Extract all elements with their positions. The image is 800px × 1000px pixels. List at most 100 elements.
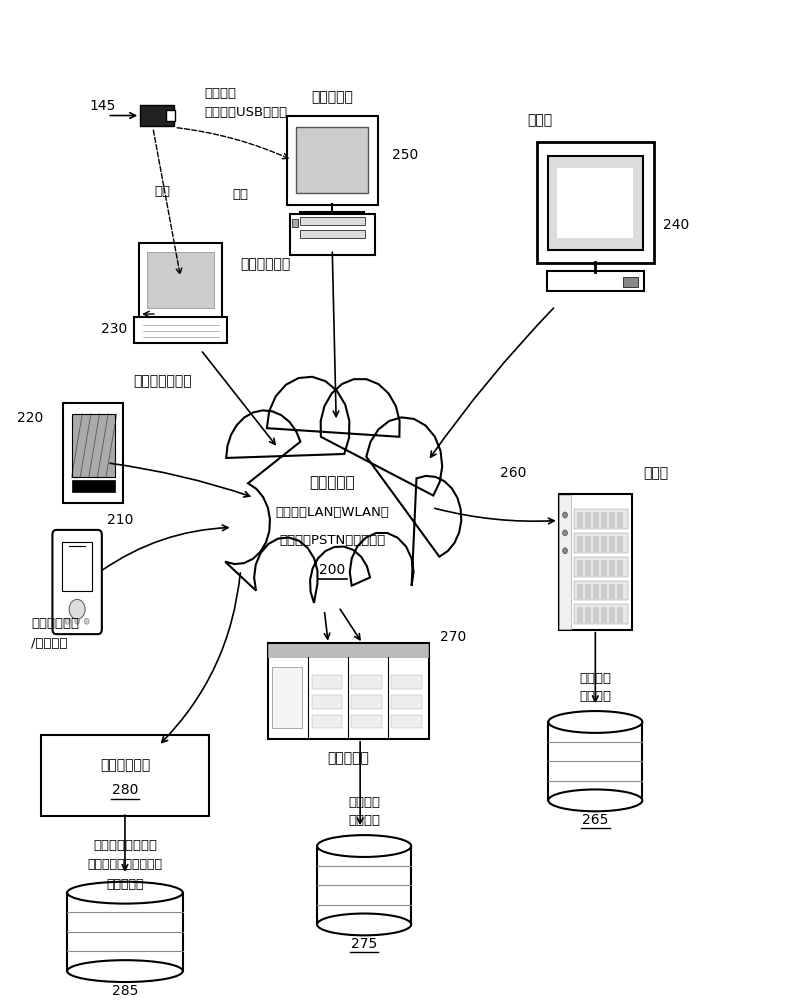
Text: 145: 145: [89, 99, 115, 113]
Text: 275: 275: [351, 937, 378, 951]
Text: /移动电话: /移动电话: [31, 637, 67, 650]
FancyBboxPatch shape: [574, 581, 628, 600]
FancyBboxPatch shape: [537, 142, 654, 263]
Bar: [609, 560, 615, 576]
FancyBboxPatch shape: [134, 317, 227, 343]
Bar: [577, 536, 583, 552]
Ellipse shape: [548, 711, 642, 733]
FancyBboxPatch shape: [42, 735, 209, 816]
Bar: [593, 560, 599, 576]
FancyBboxPatch shape: [351, 695, 382, 709]
FancyBboxPatch shape: [290, 214, 375, 255]
Text: 主机计算机: 主机计算机: [327, 752, 369, 766]
Text: （例如，LAN、WLAN、: （例如，LAN、WLAN、: [275, 506, 389, 519]
Text: （例如，硬盘驱动器、: （例如，硬盘驱动器、: [87, 858, 162, 871]
FancyBboxPatch shape: [67, 893, 182, 971]
Bar: [585, 560, 591, 576]
Text: 265: 265: [582, 813, 609, 827]
Bar: [577, 560, 583, 576]
FancyBboxPatch shape: [53, 530, 102, 634]
Bar: [609, 584, 615, 599]
Text: 插入: 插入: [233, 188, 249, 201]
FancyBboxPatch shape: [351, 675, 382, 689]
Bar: [577, 607, 583, 623]
FancyBboxPatch shape: [147, 252, 214, 308]
Circle shape: [74, 618, 79, 624]
Circle shape: [562, 512, 567, 518]
FancyBboxPatch shape: [558, 168, 633, 238]
Text: 200: 200: [319, 563, 346, 577]
Text: 240: 240: [663, 218, 690, 232]
FancyBboxPatch shape: [311, 715, 342, 728]
FancyBboxPatch shape: [574, 557, 628, 577]
Text: 220: 220: [18, 411, 43, 425]
FancyBboxPatch shape: [71, 414, 114, 477]
Text: 存储装置: 存储装置: [205, 87, 237, 100]
Text: 个人计算机: 个人计算机: [311, 91, 353, 105]
Text: 270: 270: [440, 630, 466, 644]
Text: 工作站: 工作站: [527, 113, 552, 127]
Bar: [617, 536, 623, 552]
Bar: [601, 512, 607, 528]
FancyBboxPatch shape: [140, 105, 174, 126]
Circle shape: [562, 530, 567, 536]
FancyBboxPatch shape: [391, 695, 422, 709]
Bar: [593, 584, 599, 599]
FancyBboxPatch shape: [296, 127, 368, 193]
Bar: [601, 536, 607, 552]
Circle shape: [84, 618, 89, 624]
FancyBboxPatch shape: [391, 715, 422, 728]
FancyBboxPatch shape: [62, 403, 123, 503]
Bar: [601, 607, 607, 623]
FancyBboxPatch shape: [311, 675, 342, 689]
FancyBboxPatch shape: [623, 277, 638, 287]
Bar: [609, 512, 615, 528]
Bar: [609, 607, 615, 623]
Text: 数据存储: 数据存储: [348, 814, 380, 827]
Bar: [617, 584, 623, 599]
Bar: [585, 512, 591, 528]
Bar: [585, 536, 591, 552]
Text: （例如，USB装置）: （例如，USB装置）: [205, 106, 288, 119]
Bar: [609, 536, 615, 552]
Text: 因特网、PSTN、无线等）: 因特网、PSTN、无线等）: [279, 534, 386, 547]
FancyBboxPatch shape: [574, 509, 628, 529]
Circle shape: [69, 599, 85, 619]
Text: 非易失性: 非易失性: [348, 796, 380, 809]
Bar: [585, 584, 591, 599]
FancyBboxPatch shape: [317, 846, 411, 924]
Text: 插入: 插入: [154, 185, 170, 198]
Bar: [585, 607, 591, 623]
FancyBboxPatch shape: [292, 219, 298, 227]
Text: 285: 285: [112, 984, 138, 998]
Bar: [617, 560, 623, 576]
Circle shape: [562, 548, 567, 554]
Text: 手写输入计算机: 手写输入计算机: [133, 375, 191, 389]
Text: 服务器: 服务器: [643, 466, 668, 480]
Text: 非易失性数据存储: 非易失性数据存储: [93, 839, 157, 852]
Text: 信息处理系统: 信息处理系统: [100, 759, 150, 773]
Ellipse shape: [67, 960, 182, 982]
Bar: [601, 584, 607, 599]
Ellipse shape: [67, 882, 182, 904]
Bar: [593, 536, 599, 552]
FancyBboxPatch shape: [548, 722, 642, 800]
PathPatch shape: [225, 377, 462, 603]
FancyBboxPatch shape: [548, 156, 642, 250]
Circle shape: [65, 618, 70, 624]
Bar: [617, 607, 623, 623]
FancyBboxPatch shape: [351, 715, 382, 728]
FancyBboxPatch shape: [268, 643, 429, 739]
Bar: [617, 512, 623, 528]
FancyBboxPatch shape: [391, 675, 422, 689]
FancyBboxPatch shape: [139, 243, 222, 318]
FancyBboxPatch shape: [272, 667, 302, 728]
Ellipse shape: [548, 789, 642, 811]
FancyBboxPatch shape: [269, 644, 428, 657]
FancyBboxPatch shape: [62, 542, 92, 591]
FancyBboxPatch shape: [574, 604, 628, 624]
Text: 260: 260: [500, 466, 526, 480]
Text: 280: 280: [112, 783, 138, 797]
FancyBboxPatch shape: [166, 110, 175, 121]
Bar: [593, 512, 599, 528]
